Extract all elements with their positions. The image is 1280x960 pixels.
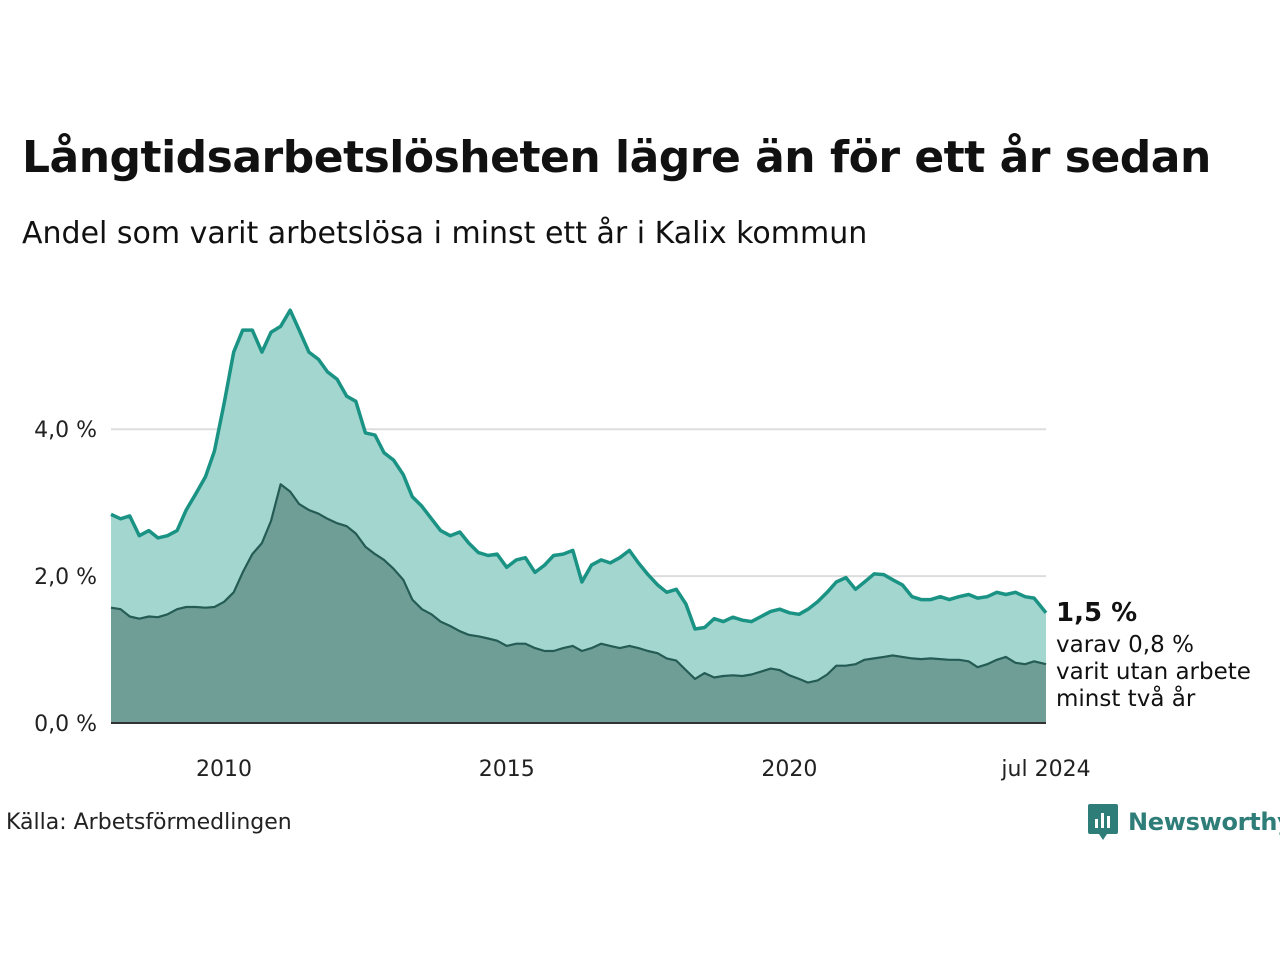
- y-tick-label: 0,0 %: [34, 712, 97, 737]
- annotation-line-1: varav 0,8 %: [1056, 632, 1194, 658]
- brand-name: Newsworthy: [1128, 808, 1280, 836]
- newsworthy-icon: [1088, 804, 1118, 840]
- annotation-value: 1,5 %: [1056, 598, 1137, 628]
- annotation-line-3: minst två år: [1056, 684, 1196, 712]
- chart-subtitle: Andel som varit arbetslösa i minst ett å…: [22, 216, 868, 251]
- annotation-line-2: varit utan arbete: [1056, 659, 1251, 685]
- source-note: Källa: Arbetsförmedlingen: [6, 810, 292, 835]
- chart-title: Långtidsarbetslösheten lägre än för ett …: [22, 132, 1211, 183]
- x-tick-label: 2010: [196, 757, 252, 782]
- line-two-years-unemployed: [110, 483, 1047, 684]
- x-tick-label: 2015: [479, 757, 535, 782]
- x-tick-label: jul 2024: [1000, 757, 1090, 782]
- line-long-term-unemployed: [110, 308, 1048, 631]
- y-tick-label: 2,0 %: [34, 565, 97, 590]
- brand-logo[interactable]: Newsworthy: [1088, 804, 1280, 840]
- x-axis-ticks: 2010 2015 2020 jul 2024: [196, 757, 1091, 782]
- x-tick-label: 2020: [761, 757, 817, 782]
- area-two-years-unemployed: [111, 484, 1046, 723]
- y-axis-ticks: 0,0 % 2,0 % 4,0 %: [34, 418, 97, 737]
- y-tick-label: 4,0 %: [34, 418, 97, 443]
